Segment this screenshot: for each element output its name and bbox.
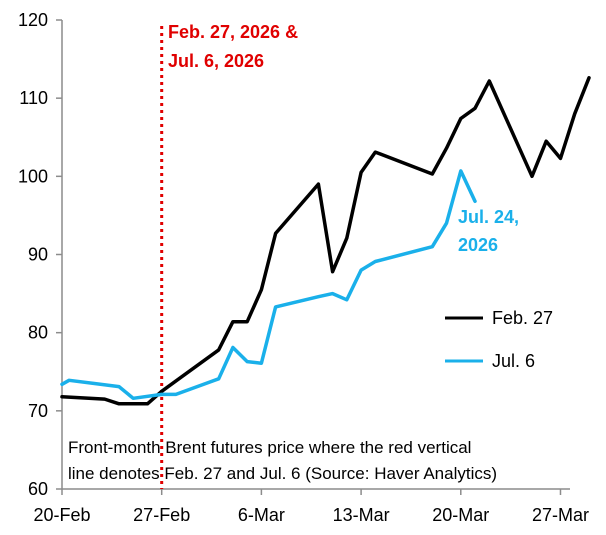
legend-label-jul6: Jul. 6 <box>492 351 535 371</box>
y-tick-label: 90 <box>28 245 48 265</box>
x-tick-label: 20-Mar <box>432 505 489 525</box>
series-line-jul6 <box>60 169 477 401</box>
x-tick-label: 6-Mar <box>238 505 285 525</box>
end-label-line1: Jul. 24, <box>458 207 519 227</box>
chart-note-line1: Front-month Brent futures price where th… <box>68 438 471 457</box>
x-tick-label: 13-Mar <box>333 505 390 525</box>
chart-note-line2: line denotes Feb. 27 and Jul. 6 (Source:… <box>68 464 497 483</box>
y-tick-label: 70 <box>28 401 48 421</box>
x-tick-label: 27-Feb <box>133 505 190 525</box>
y-tick-label: 100 <box>18 166 48 186</box>
y-tick-label: 110 <box>19 88 48 108</box>
y-tick-label: 120 <box>18 10 48 30</box>
vline-label-line1: Feb. 27, 2026 & <box>168 22 298 42</box>
series-line-feb27 <box>60 76 591 406</box>
x-tick-label: 20-Feb <box>33 505 90 525</box>
y-tick-label: 80 <box>28 323 48 343</box>
x-axis-ticks: 20-Feb 27-Feb 6-Mar 13-Mar 20-Mar 27-Mar <box>33 489 589 525</box>
vline-label-line2: Jul. 6, 2026 <box>168 51 264 71</box>
y-axis-ticks: 60 70 80 90 100 110 120 <box>18 10 62 499</box>
legend-label-feb27: Feb. 27 <box>492 308 553 328</box>
y-tick-label: 60 <box>28 479 48 499</box>
end-label-line2: 2026 <box>458 235 498 255</box>
legend: Feb. 27 Jul. 6 <box>445 308 553 371</box>
series-lines <box>60 76 591 406</box>
x-tick-label: 27-Mar <box>532 505 589 525</box>
